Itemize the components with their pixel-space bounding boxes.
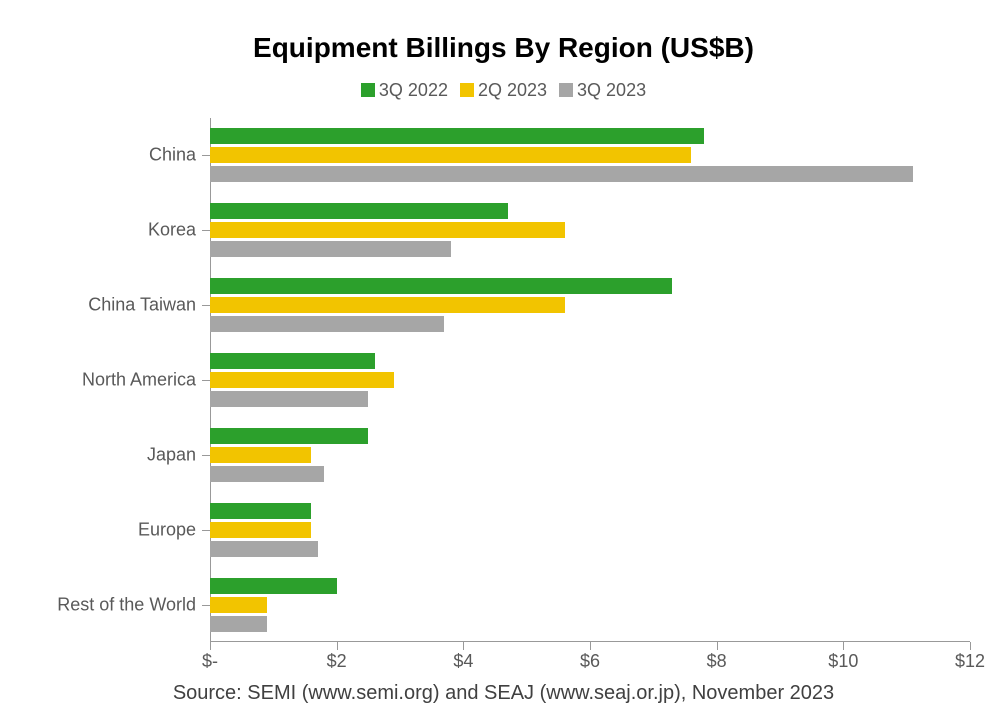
bar xyxy=(210,316,444,332)
x-axis-label: $2 xyxy=(327,651,347,672)
bar xyxy=(210,616,267,632)
chart-legend: 3Q 2022 2Q 2023 3Q 2023 xyxy=(0,80,1007,101)
category-label: North America xyxy=(82,370,196,391)
bar xyxy=(210,297,565,313)
y-axis-tick xyxy=(202,155,210,156)
y-axis-tick xyxy=(202,305,210,306)
bar xyxy=(210,278,672,294)
bar xyxy=(210,372,394,388)
bar xyxy=(210,578,337,594)
bar xyxy=(210,222,565,238)
x-axis-tick xyxy=(970,642,971,650)
category-label: Europe xyxy=(138,519,196,540)
y-axis-tick xyxy=(202,230,210,231)
bar xyxy=(210,353,375,369)
legend-item: 3Q 2022 xyxy=(361,80,448,101)
x-axis-tick xyxy=(590,642,591,650)
x-axis-tick xyxy=(717,642,718,650)
bar xyxy=(210,428,368,444)
x-axis-label: $8 xyxy=(707,651,727,672)
x-axis-tick xyxy=(210,642,211,650)
x-axis-label: $- xyxy=(202,651,218,672)
legend-label: 3Q 2022 xyxy=(379,80,448,100)
legend-label: 2Q 2023 xyxy=(478,80,547,100)
legend-item: 3Q 2023 xyxy=(559,80,646,101)
legend-item: 2Q 2023 xyxy=(460,80,547,101)
category-label: China Taiwan xyxy=(88,295,196,316)
y-axis-tick xyxy=(202,455,210,456)
legend-label: 3Q 2023 xyxy=(577,80,646,100)
bar xyxy=(210,128,704,144)
chart-title: Equipment Billings By Region (US$B) xyxy=(0,32,1007,64)
legend-swatch xyxy=(460,83,474,97)
x-axis-label: $6 xyxy=(580,651,600,672)
bar xyxy=(210,541,318,557)
x-axis-tick xyxy=(843,642,844,650)
bar xyxy=(210,447,311,463)
x-axis-label: $12 xyxy=(955,651,985,672)
category-label: Korea xyxy=(148,220,196,241)
y-axis-tick xyxy=(202,380,210,381)
y-axis-tick xyxy=(202,605,210,606)
x-axis-tick xyxy=(463,642,464,650)
x-axis-tick xyxy=(337,642,338,650)
source-caption: Source: SEMI (www.semi.org) and SEAJ (ww… xyxy=(0,682,1007,705)
category-label: Japan xyxy=(147,444,196,465)
x-axis-label: $10 xyxy=(828,651,858,672)
bar xyxy=(210,522,311,538)
bar xyxy=(210,166,913,182)
plot-area: $-$2$4$6$8$10$12ChinaKoreaChina TaiwanNo… xyxy=(210,118,970,642)
x-axis-label: $4 xyxy=(453,651,473,672)
legend-swatch xyxy=(559,83,573,97)
bar xyxy=(210,503,311,519)
category-label: China xyxy=(149,145,196,166)
legend-swatch xyxy=(361,83,375,97)
y-axis-tick xyxy=(202,530,210,531)
bar xyxy=(210,466,324,482)
bar xyxy=(210,147,691,163)
bar xyxy=(210,241,451,257)
chart-container: Equipment Billings By Region (US$B) 3Q 2… xyxy=(0,0,1007,719)
bar xyxy=(210,391,368,407)
bar xyxy=(210,597,267,613)
category-label: Rest of the World xyxy=(57,594,196,615)
bar xyxy=(210,203,508,219)
